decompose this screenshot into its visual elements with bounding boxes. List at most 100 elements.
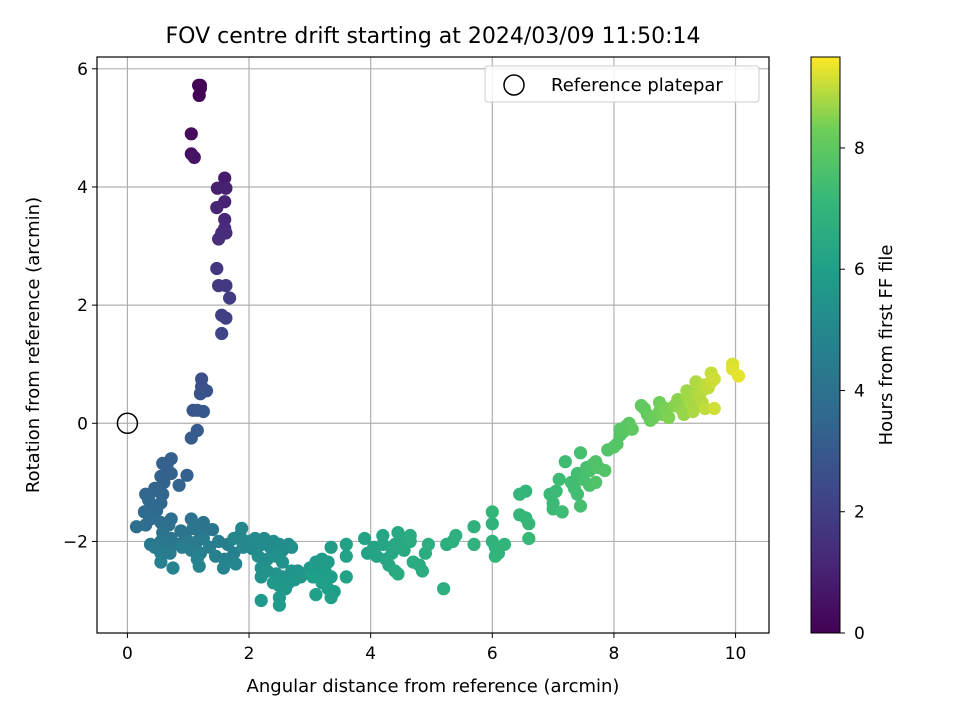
- colorbar-tick-label: 0: [854, 624, 865, 644]
- x-tick-label: 8: [609, 644, 620, 664]
- data-point: [219, 181, 233, 195]
- data-point: [358, 531, 372, 546]
- data-point: [467, 520, 481, 534]
- data-point: [339, 549, 353, 563]
- x-tick-label: 4: [365, 644, 376, 664]
- data-point: [549, 484, 563, 498]
- y-tick-label: 0: [77, 414, 88, 434]
- data-point: [519, 484, 533, 498]
- data-point: [266, 576, 280, 590]
- data-point: [205, 523, 220, 537]
- data-point: [196, 515, 210, 530]
- data-point: [415, 564, 429, 578]
- data-point: [164, 466, 178, 481]
- data-point: [497, 537, 512, 552]
- legend-entry-reference: Reference platepar: [551, 75, 723, 96]
- data-point: [219, 311, 233, 325]
- data-point: [707, 372, 721, 386]
- data-point: [192, 559, 206, 573]
- colorbar: [810, 56, 841, 634]
- data-point: [449, 528, 463, 543]
- data-point: [522, 517, 536, 531]
- data-point: [172, 478, 186, 492]
- legend-box: [484, 65, 760, 103]
- x-tick-label: 2: [244, 644, 255, 664]
- data-point: [732, 369, 746, 383]
- data-point: [129, 520, 144, 534]
- data-point: [154, 555, 168, 569]
- y-tick-label: −2: [63, 532, 88, 552]
- data-point: [570, 487, 585, 501]
- plot-frame: [96, 56, 770, 634]
- data-point: [235, 521, 249, 536]
- data-point: [223, 291, 237, 305]
- data-point: [210, 261, 224, 276]
- colorbar-tick-label: 2: [854, 503, 865, 523]
- data-point: [275, 555, 290, 569]
- data-point: [192, 88, 206, 102]
- data-point: [558, 455, 572, 469]
- colorbar-ticks: 0 2 4 6 8: [840, 139, 865, 644]
- x-axis-label: Angular distance from reference (arcmin): [247, 676, 620, 697]
- data-point: [598, 463, 612, 478]
- data-point: [625, 422, 639, 436]
- data-point: [662, 410, 676, 424]
- y-tick-label: 2: [77, 296, 88, 316]
- y-axis-label: Rotation from reference (arcmin): [23, 197, 44, 493]
- data-point: [193, 387, 207, 401]
- data-point: [391, 567, 405, 581]
- data-point: [309, 588, 323, 602]
- data-point: [216, 561, 231, 575]
- x-axis-ticks: 0 2 4 6 8 10: [122, 633, 746, 664]
- data-point: [294, 570, 308, 584]
- data-point: [215, 326, 229, 341]
- data-point: [522, 531, 536, 546]
- data-point: [219, 279, 233, 293]
- data-point: [229, 557, 243, 571]
- data-point: [324, 540, 338, 554]
- data-point: [218, 171, 232, 185]
- data-point: [184, 127, 198, 141]
- data-point: [707, 401, 721, 416]
- colorbar-label: Hours from first FF file: [876, 245, 897, 446]
- data-point: [467, 537, 481, 552]
- data-point: [403, 528, 417, 543]
- x-tick-label: 6: [487, 644, 498, 664]
- data-point: [698, 401, 712, 416]
- data-point: [339, 537, 353, 552]
- data-point: [254, 570, 268, 584]
- data-point: [488, 549, 502, 563]
- data-point: [254, 593, 268, 608]
- x-tick-label: 0: [122, 644, 133, 664]
- reference-marker: [116, 412, 139, 435]
- legend: Reference platepar: [484, 65, 760, 103]
- colorbar-tick-label: 8: [854, 139, 865, 159]
- data-point: [163, 546, 177, 560]
- colorbar-tick-label: 6: [854, 260, 865, 280]
- scatter-points: [129, 78, 746, 612]
- data-point: [555, 505, 569, 519]
- y-tick-label: 6: [77, 60, 88, 80]
- data-point: [421, 537, 435, 552]
- colorbar-tick-label: 4: [854, 381, 865, 401]
- data-point: [485, 505, 499, 519]
- data-point: [180, 468, 194, 482]
- y-axis-ticks: −2 0 2 4 6: [63, 60, 97, 552]
- data-point: [210, 201, 224, 215]
- data-point: [552, 472, 566, 486]
- data-point: [339, 570, 353, 584]
- data-point: [196, 404, 210, 419]
- data-point: [437, 582, 451, 596]
- chart-title: FOV centre drift starting at 2024/03/09 …: [166, 24, 701, 49]
- data-point: [376, 537, 390, 552]
- data-point: [686, 404, 700, 419]
- data-point: [184, 431, 198, 445]
- data-point: [272, 598, 286, 612]
- data-point: [589, 475, 603, 489]
- data-point: [485, 517, 499, 531]
- data-point: [573, 499, 588, 513]
- data-point: [573, 446, 588, 460]
- y-tick-label: 4: [77, 178, 88, 198]
- x-tick-label: 10: [725, 644, 747, 664]
- data-point: [187, 150, 201, 164]
